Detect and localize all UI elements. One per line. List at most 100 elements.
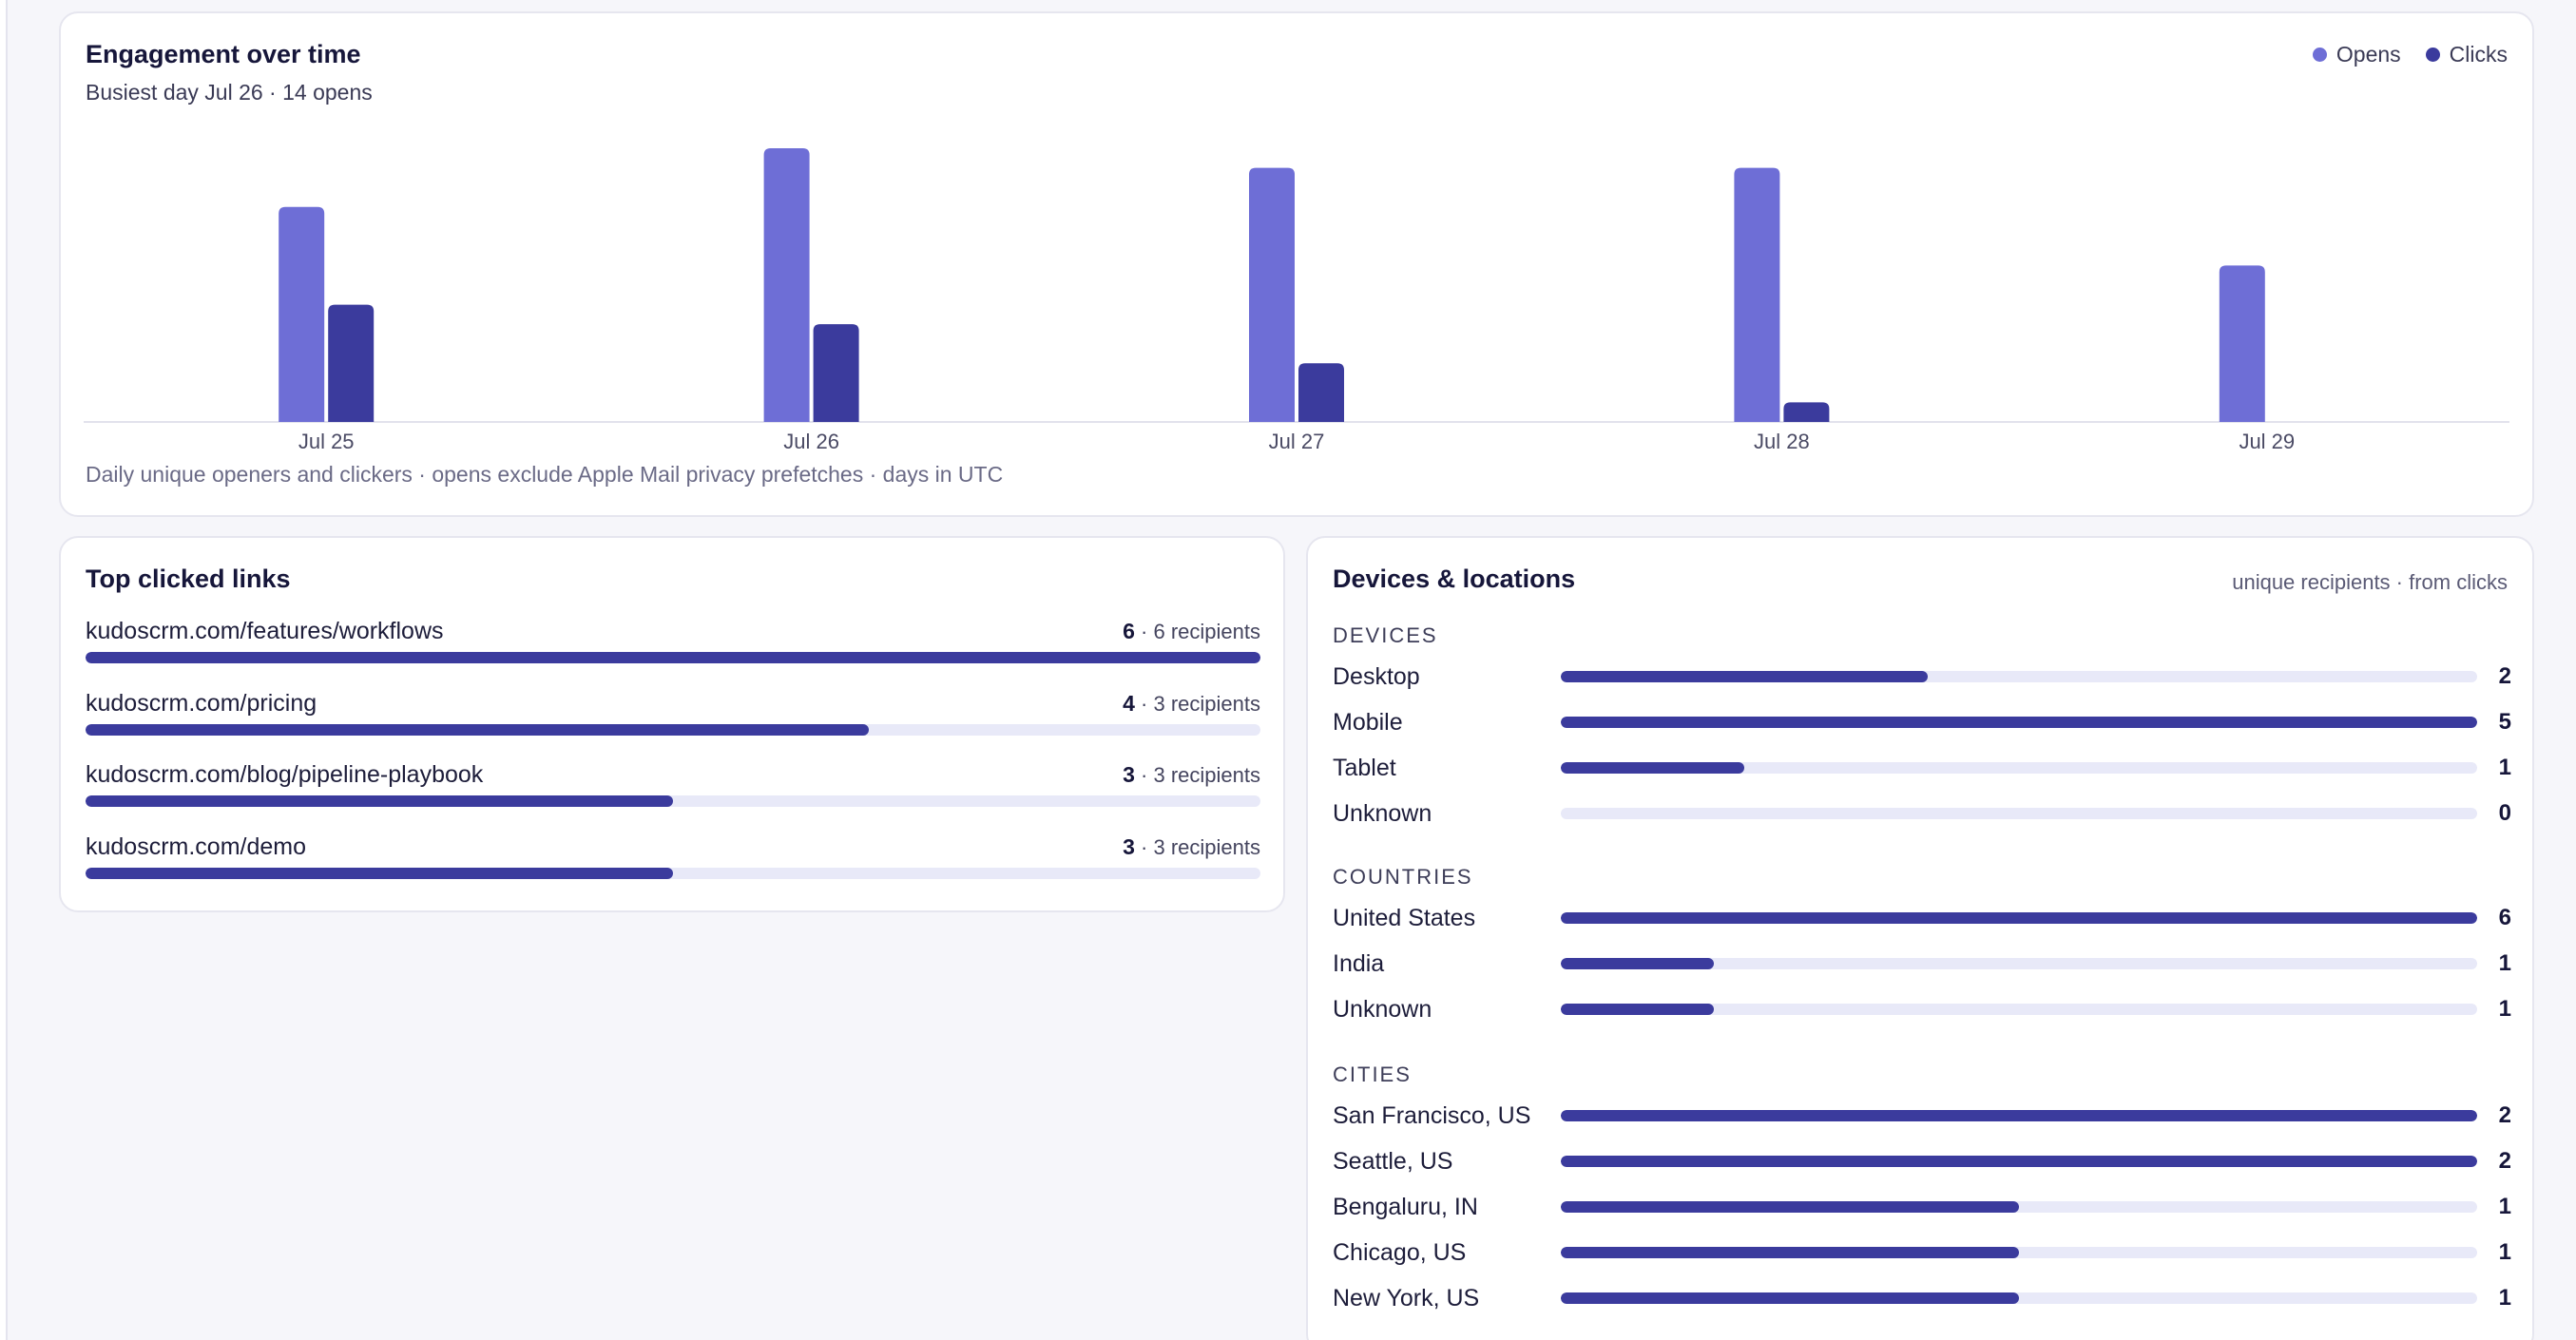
link-click-count: 4: [1123, 691, 1135, 716]
stat-value: 1: [2498, 1285, 2511, 1311]
stat-label: United States: [1333, 904, 1476, 931]
bar-clicks-2[interactable]: [813, 324, 859, 422]
link-click-count: 3: [1123, 834, 1135, 859]
devices-row: Unknown 0: [1333, 796, 2511, 831]
link-bar-track: [86, 868, 1260, 879]
stat-label: Seattle, US: [1333, 1147, 1453, 1175]
stat-value: 1: [2498, 755, 2511, 780]
devices-row: Desktop 2: [1333, 660, 2511, 694]
legend-label-opens: Opens: [2336, 42, 2401, 67]
link-recipients: · 3 recipients: [1134, 763, 1260, 787]
link-bar-fill: [86, 724, 870, 736]
stat-value: 2: [2498, 1148, 2511, 1174]
x-tick-label: Jul 28: [1754, 430, 1810, 453]
x-tick-label: Jul 29: [2239, 430, 2295, 453]
stat-value: 6: [2498, 905, 2511, 930]
countries-row: Unknown 1: [1333, 992, 2511, 1026]
link-bar-fill: [86, 795, 673, 807]
link-bar-fill: [86, 868, 673, 879]
stat-bar-fill: [1561, 1004, 1714, 1015]
section-label-cities: CITIES: [1333, 1062, 1412, 1086]
section-label-countries: COUNTRIES: [1333, 865, 1473, 889]
stat-bar-fill: [1561, 1247, 2019, 1258]
stat-value: 1: [2498, 950, 2511, 976]
cities-row: Chicago, US 1: [1333, 1235, 2511, 1270]
stat-bar-fill: [1561, 912, 2477, 924]
cities-row: Bengaluru, IN 1: [1333, 1190, 2511, 1224]
top-links-title: Top clicked links: [86, 565, 291, 593]
sidebar-edge: [0, 0, 8, 1340]
stat-bar-fill: [1561, 717, 2477, 728]
devices-locations-card: Devices & locations unique recipients · …: [1306, 536, 2534, 1340]
cities-row: Seattle, US 2: [1333, 1144, 2511, 1178]
bar-opens-3[interactable]: [1249, 167, 1295, 423]
stat-value: 1: [2498, 1239, 2511, 1265]
bar-clicks-1[interactable]: [328, 304, 375, 422]
x-tick-label: Jul 27: [1269, 430, 1325, 453]
stat-bar-fill: [1561, 671, 1928, 682]
devices-row: Mobile 5: [1333, 705, 2511, 739]
engagement-card: Engagement over time Busiest day Jul 26 …: [59, 11, 2534, 517]
stat-bar-track: [1561, 717, 2477, 728]
x-tick-label: Jul 25: [298, 430, 355, 453]
link-click-count: 3: [1123, 762, 1135, 787]
section-label-devices: DEVICES: [1333, 623, 1438, 647]
legend-label-clicks: Clicks: [2449, 42, 2508, 67]
link-row[interactable]: kudoscrm.com/demo 3 · 3 recipients: [86, 833, 1260, 879]
legend-dot-opens: [2312, 48, 2327, 62]
stat-label: India: [1333, 949, 1385, 977]
devices-note: unique recipients · from clicks: [2232, 570, 2508, 594]
link-row[interactable]: kudoscrm.com/features/workflows 6 · 6 rec…: [86, 618, 1260, 663]
link-row-header: kudoscrm.com/pricing 4 · 3 recipients: [86, 690, 1260, 722]
stat-bar-fill: [1561, 958, 1714, 969]
stat-value: 1: [2498, 1194, 2511, 1219]
link-url[interactable]: kudoscrm.com/blog/pipeline-playbook: [86, 761, 484, 788]
link-recipients: · 3 recipients: [1134, 692, 1260, 716]
link-bar-fill: [86, 652, 1260, 663]
legend-item-clicks: Clicks: [2425, 42, 2508, 67]
bar-opens-5[interactable]: [2219, 265, 2265, 422]
devices-title: Devices & locations: [1333, 565, 1576, 593]
stat-label: Tablet: [1333, 754, 1396, 781]
stat-bar-track: [1561, 1247, 2477, 1258]
engagement-chart: Jul 25 Jul 26 Jul 27 Jul 28 Jul 29: [84, 148, 2509, 453]
stat-bar-track: [1561, 762, 2477, 774]
link-recipients: · 6 recipients: [1134, 620, 1260, 643]
bar-opens-1[interactable]: [279, 206, 325, 422]
link-url[interactable]: kudoscrm.com/features/workflows: [86, 618, 444, 644]
cities-row: San Francisco, US 2: [1333, 1099, 2511, 1133]
stat-value: 2: [2498, 1102, 2511, 1128]
engagement-subtitle: Busiest day Jul 26 · 14 opens: [86, 80, 373, 105]
stat-bar-track: [1561, 1156, 2477, 1167]
link-row[interactable]: kudoscrm.com/pricing 4 · 3 recipients: [86, 690, 1260, 736]
stat-label: Unknown: [1333, 799, 1432, 827]
stat-label: San Francisco, US: [1333, 1101, 1531, 1129]
stat-bar-track: [1561, 671, 2477, 682]
link-stats: 3 · 3 recipients: [1123, 762, 1260, 788]
stat-bar-track: [1561, 808, 2477, 819]
link-bar-track: [86, 724, 1260, 736]
stat-bar-track: [1561, 1004, 2477, 1015]
cities-row: New York, US 1: [1333, 1281, 2511, 1315]
stat-bar-track: [1561, 1110, 2477, 1121]
stat-label: New York, US: [1333, 1284, 1480, 1311]
stat-bar-fill: [1561, 762, 1744, 774]
bar-opens-4[interactable]: [1734, 167, 1780, 423]
stat-value: 5: [2498, 709, 2511, 735]
bar-clicks-3[interactable]: [1298, 363, 1344, 422]
stat-bar-track: [1561, 1201, 2477, 1213]
link-stats: 4 · 3 recipients: [1123, 691, 1260, 717]
bar-opens-2[interactable]: [763, 148, 810, 422]
chart-legend: Opens Clicks: [2312, 42, 2508, 67]
bar-clicks-4[interactable]: [1783, 402, 1830, 422]
stat-bar-track: [1561, 912, 2477, 924]
link-stats: 3 · 3 recipients: [1123, 834, 1260, 860]
link-url[interactable]: kudoscrm.com/pricing: [86, 690, 317, 717]
link-row[interactable]: kudoscrm.com/blog/pipeline-playbook 3 · 3…: [86, 761, 1260, 807]
top-links-card: Top clicked links kudoscrm.com/features/…: [59, 536, 1285, 912]
stat-bar-fill: [1561, 1292, 2019, 1304]
legend-dot-clicks: [2425, 48, 2440, 62]
stat-bar-fill: [1561, 1110, 2477, 1121]
stat-label: Bengaluru, IN: [1333, 1193, 1478, 1220]
link-url[interactable]: kudoscrm.com/demo: [86, 833, 307, 860]
